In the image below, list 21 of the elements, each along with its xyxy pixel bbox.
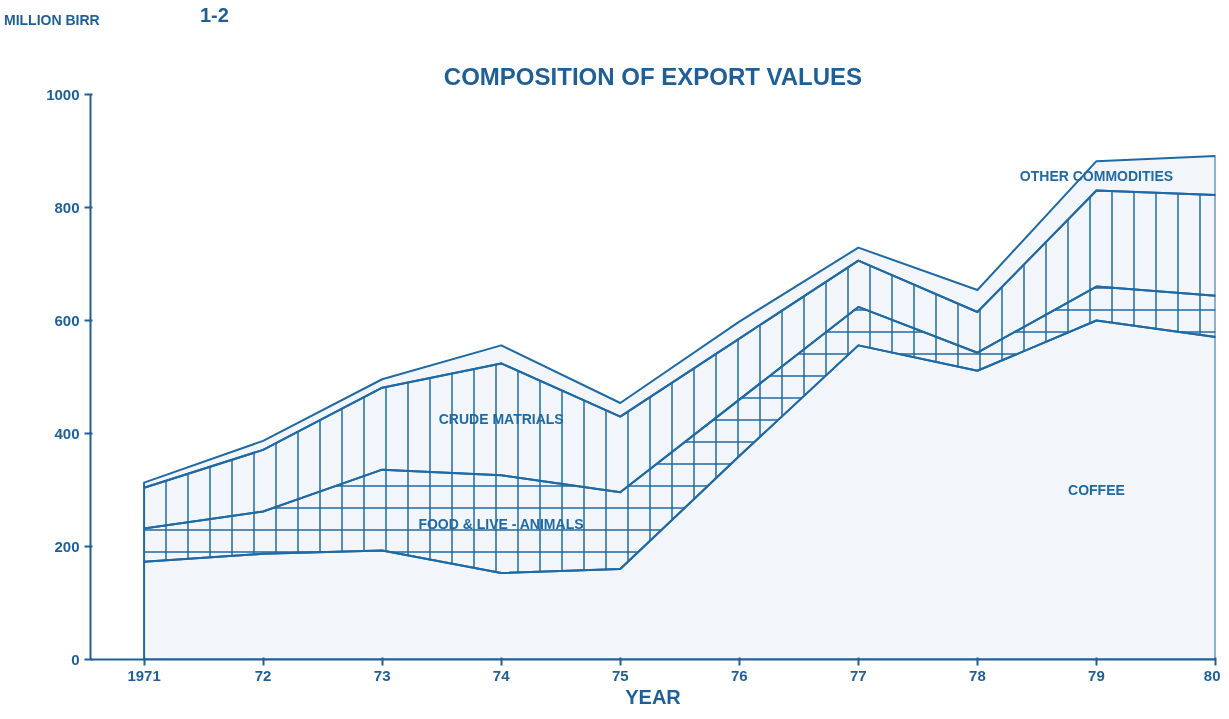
y-tick-label: 0: [71, 650, 80, 668]
y-tick-label: 200: [54, 537, 80, 555]
x-tick-label: 74: [492, 666, 511, 684]
y-tick-label: 800: [54, 198, 80, 216]
x-tick-label: 76: [730, 666, 748, 684]
x-tick-label: 79: [1088, 666, 1105, 684]
text: 1-2: [200, 4, 229, 27]
y-axis-title: MILLION BIRR: [4, 12, 100, 28]
x-tick-label: 78: [969, 666, 986, 684]
x-tick-label: 1971: [127, 666, 161, 684]
x-tick-label: 75: [611, 666, 629, 684]
x-axis-title: YEAR: [625, 685, 682, 708]
x-tick-label: 77: [850, 666, 867, 684]
y-tick-label: 1000: [46, 85, 80, 103]
y-tick-label: 600: [54, 311, 80, 329]
x-tick-label: 73: [373, 666, 391, 684]
chart-title: COMPOSITION OF EXPORT VALUES: [443, 62, 863, 90]
x-tick-label: 80: [1203, 666, 1221, 684]
x-tick-label: 72: [254, 666, 272, 684]
series-label: COFFEE: [1068, 482, 1125, 498]
y-tick-label: 400: [54, 424, 80, 442]
